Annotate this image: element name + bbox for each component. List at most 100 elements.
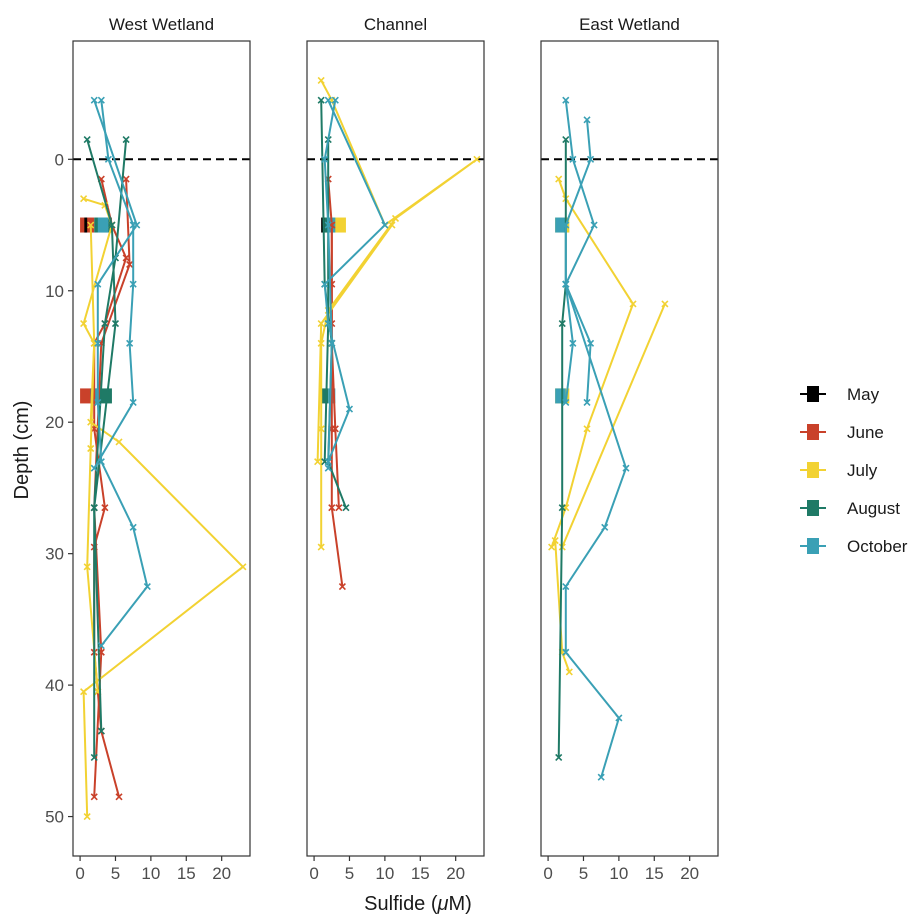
data-point-june xyxy=(328,504,336,512)
data-point-october xyxy=(569,155,577,163)
series-line-october xyxy=(323,99,386,462)
data-point-october xyxy=(381,221,389,229)
bar-august xyxy=(324,217,329,233)
data-point-august xyxy=(90,753,98,761)
series-line-july xyxy=(550,178,634,673)
data-point-october xyxy=(321,155,329,163)
data-point-june xyxy=(101,504,109,512)
data-point-june xyxy=(126,260,134,269)
data-point-july xyxy=(555,175,563,183)
data-point-june xyxy=(122,175,130,183)
series-line-july xyxy=(320,79,478,548)
data-point-june xyxy=(122,254,130,262)
bar-october xyxy=(555,217,566,233)
x-tick-label: 10 xyxy=(609,864,628,883)
y-tick-label: 20 xyxy=(45,413,64,432)
data-point-october xyxy=(562,582,570,591)
data-point-october xyxy=(324,464,332,472)
data-point-october xyxy=(590,221,598,229)
data-point-august xyxy=(97,727,105,735)
bar-october xyxy=(324,217,336,233)
series-line-june xyxy=(330,225,340,508)
legend-swatch-may xyxy=(807,386,819,402)
data-point-july xyxy=(629,300,637,308)
data-point-october xyxy=(321,280,329,288)
data-point-october xyxy=(90,464,98,472)
panel-title: East Wetland xyxy=(579,15,680,34)
data-point-august xyxy=(83,136,91,144)
y-tick-label: 40 xyxy=(45,676,64,695)
panel-frame xyxy=(306,40,485,857)
bar-october xyxy=(555,388,566,404)
x-tick-label: 15 xyxy=(177,864,196,883)
data-point-october xyxy=(129,280,137,288)
data-point-july xyxy=(83,563,91,571)
x-axis-title-part: μ xyxy=(437,893,449,915)
data-point-october xyxy=(129,523,137,531)
data-point-october xyxy=(129,221,137,229)
data-point-june xyxy=(335,504,343,512)
data-point-june xyxy=(115,793,123,801)
data-point-august xyxy=(90,504,98,512)
legend-label-july: July xyxy=(847,461,878,480)
panel-west-wetland: West Wetland 0 5 10 15 20 xyxy=(72,15,251,883)
data-point-july xyxy=(80,320,88,328)
data-point-august xyxy=(558,320,566,328)
data-point-july xyxy=(83,812,91,821)
bar-august xyxy=(321,388,329,404)
series-line-october xyxy=(564,100,596,403)
data-point-october xyxy=(94,398,102,407)
panel-title: Channel xyxy=(364,15,427,34)
data-point-august xyxy=(558,504,566,512)
data-point-october xyxy=(562,221,570,229)
y-tick-label: 50 xyxy=(45,808,64,827)
x-axis-title: Sulfide (μM) xyxy=(364,893,472,915)
x-tick-label: 15 xyxy=(411,864,430,883)
data-point-august xyxy=(101,320,109,328)
data-point-october xyxy=(615,714,623,722)
data-point-july xyxy=(317,543,325,551)
legend-swatch-july xyxy=(807,462,819,478)
data-point-october xyxy=(345,405,354,413)
data-point-july xyxy=(548,543,556,551)
x-tick-label: 5 xyxy=(345,864,354,883)
data-point-october xyxy=(562,398,570,407)
data-point-october xyxy=(97,642,105,650)
data-point-october xyxy=(562,280,570,288)
data-point-august xyxy=(122,136,130,144)
data-point-october xyxy=(324,221,332,229)
x-tick-label: 20 xyxy=(212,864,231,883)
x-tick-label: 0 xyxy=(543,864,552,883)
legend-swatch-august xyxy=(807,500,819,516)
y-tick-label: 0 xyxy=(55,150,64,169)
panel-east-wetland: East Wetland 0 5 10 15 20 xyxy=(540,15,719,883)
data-point-october xyxy=(97,96,105,104)
series-line-october xyxy=(564,119,592,403)
data-point-july xyxy=(317,76,325,85)
data-point-july xyxy=(317,320,325,328)
x-tick-label: 15 xyxy=(645,864,664,883)
y-axis-title: Depth (cm) xyxy=(11,401,33,500)
y-tick-label: 10 xyxy=(45,282,64,301)
data-point-august xyxy=(317,96,325,104)
data-point-july xyxy=(551,536,559,545)
data-point-october xyxy=(94,339,102,347)
legend-swatch-october xyxy=(807,538,819,554)
data-point-october xyxy=(569,339,577,347)
x-tick-label: 0 xyxy=(75,864,84,883)
x-tick-label: 0 xyxy=(309,864,318,883)
y-tick-label: 30 xyxy=(45,545,64,564)
bar-may xyxy=(84,217,88,233)
data-point-july xyxy=(583,425,591,433)
x-axis-title-part: Sulfide ( xyxy=(364,893,438,915)
panel-frame xyxy=(540,40,719,857)
x-tick-label: 20 xyxy=(680,864,699,883)
bar-october xyxy=(97,217,109,233)
data-point-july xyxy=(80,688,88,696)
data-point-october xyxy=(143,582,151,591)
data-point-june xyxy=(90,793,98,801)
data-point-june xyxy=(338,582,346,591)
data-point-july xyxy=(473,155,481,163)
bar-june xyxy=(80,388,91,404)
x-tick-label: 5 xyxy=(579,864,588,883)
